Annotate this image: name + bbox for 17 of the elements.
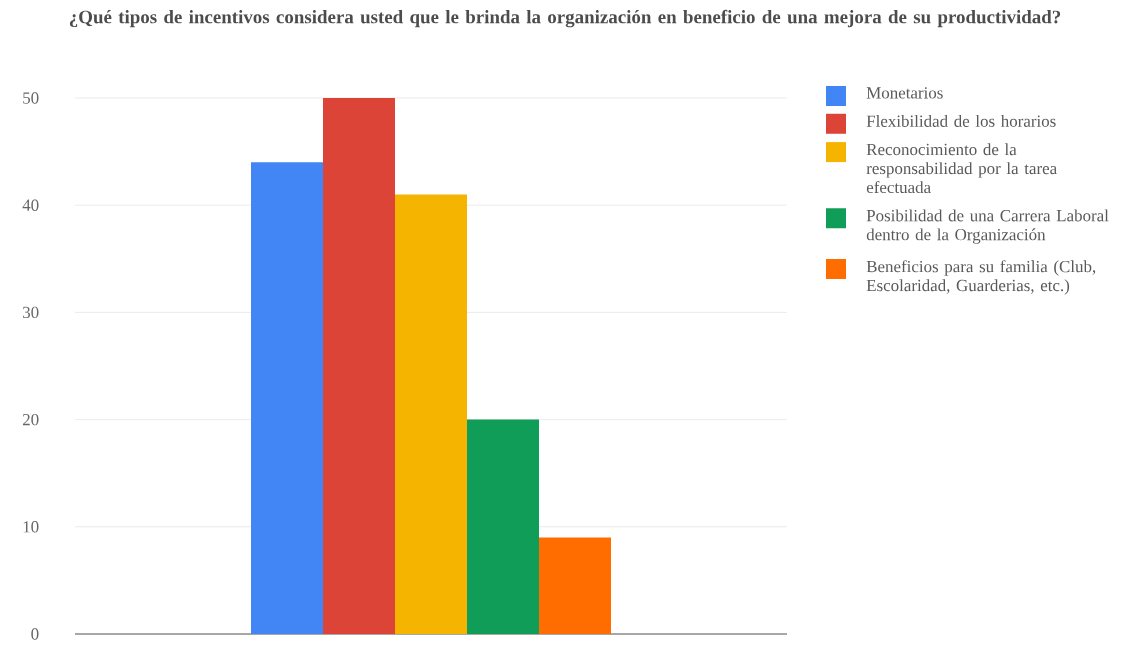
y-tick-label: 20 [22,413,39,426]
y-tick-label: 40 [22,199,39,211]
bar [539,537,612,634]
legend-label: Posibilidad de una Carrera Laboral dentro de la Organización [866,209,1109,244]
y-tick-label: 10 [23,521,39,533]
y-tick-label: 50 [23,92,39,104]
bar [251,162,323,634]
legend-label: Flexibilidad de los horarios [866,114,1056,127]
bar [467,419,540,634]
y-tick-label: 30 [23,306,39,319]
chart-title: ¿Qué tipos de incentivos considera usted que le brinda la organización en beneficio de una mejora de su productividad? [69,9,1061,28]
legend-label: Reconocimiento de la responsabilidad por la tarea efectuada [866,143,1057,194]
bar [395,194,468,634]
legend-label: Monetarios [866,87,943,99]
bar [323,97,395,634]
legend-label: Beneficios para su familia (Club, Escolaridad, Guarderias, etc.) [866,260,1096,295]
y-tick-label: 0 [31,628,39,640]
